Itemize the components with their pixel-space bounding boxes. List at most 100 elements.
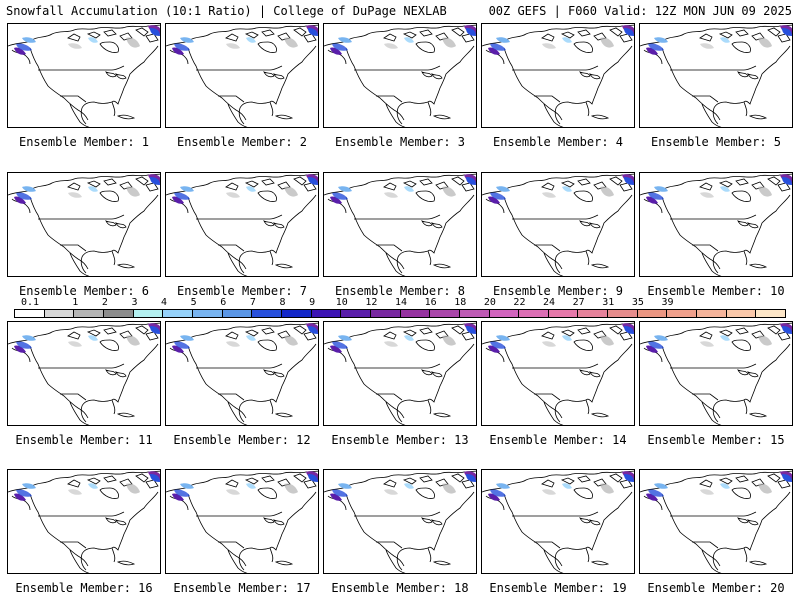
- north-america-map: [639, 321, 793, 426]
- colorbar-tick-label: 3: [131, 297, 138, 308]
- member-label: Ensemble Member: 20: [647, 581, 785, 595]
- colorbar-swatch: [697, 310, 727, 317]
- colorbar-tick-label: 0.1: [20, 297, 40, 308]
- colorbar-tick-label: 39: [661, 297, 674, 308]
- north-america-map: [165, 23, 319, 128]
- ensemble-member-panel: Ensemble Member: 15: [639, 321, 793, 447]
- north-america-map: [323, 172, 477, 277]
- colorbar-swatch: [608, 310, 638, 317]
- member-label: Ensemble Member: 17: [173, 581, 311, 595]
- colorbar-swatch: [726, 310, 757, 317]
- member-label: Ensemble Member: 4: [492, 135, 624, 149]
- member-label: Ensemble Member: 3: [334, 135, 466, 149]
- colorbar-swatch: [400, 310, 431, 317]
- colorbar-swatch: [15, 310, 45, 317]
- colorbar-tick-label: 4: [161, 297, 168, 308]
- colorbar-swatch: [133, 310, 164, 317]
- north-america-map: [165, 321, 319, 426]
- ensemble-member-panel: Ensemble Member: 13: [323, 321, 477, 447]
- north-america-map: [323, 469, 477, 574]
- north-america-map: [7, 321, 161, 426]
- colorbar-tick-label: 27: [572, 297, 585, 308]
- colorbar-tick-label: 6: [220, 297, 227, 308]
- colorbar-tick-label: 18: [454, 297, 467, 308]
- member-label: Ensemble Member: 2: [176, 135, 308, 149]
- ensemble-member-panel: Ensemble Member: 1: [7, 23, 161, 149]
- member-label: Ensemble Member: 12: [173, 433, 311, 447]
- north-america-map: [481, 469, 635, 574]
- colorbar-tick-label: 8: [279, 297, 286, 308]
- colorbar-swatch: [459, 310, 490, 317]
- colorbar-labels: 0.1 1 2 3 4 5 6 7 8 9 10 12 14 16 18 20 22 24 27 31 35 39: [14, 297, 786, 308]
- north-america-map: [323, 321, 477, 426]
- colorbar-tick-label: 31: [602, 297, 615, 308]
- colorbar-swatch: [667, 310, 698, 317]
- member-label: Ensemble Member: 16: [15, 581, 153, 595]
- ensemble-member-panel: Ensemble Member: 2: [165, 23, 319, 149]
- ensemble-member-panel: Ensemble Member: 5: [639, 23, 793, 149]
- member-label: Ensemble Member: 7: [176, 284, 308, 298]
- ensemble-member-panel: Ensemble Member: 18: [323, 469, 477, 595]
- member-label: Ensemble Member: 8: [334, 284, 466, 298]
- north-america-map: [165, 469, 319, 574]
- colorbar-tick-label: 16: [424, 297, 437, 308]
- colorbar-swatch: [548, 310, 579, 317]
- member-label: Ensemble Member: 5: [650, 135, 782, 149]
- north-america-map: [481, 172, 635, 277]
- ensemble-member-panel: Ensemble Member: 8: [323, 172, 477, 298]
- north-america-map: [639, 172, 793, 277]
- north-america-map: [7, 469, 161, 574]
- north-america-map: [7, 172, 161, 277]
- colorbar-tick-label: 22: [513, 297, 526, 308]
- colorbar-swatch: [44, 310, 75, 317]
- colorbar-swatches: [14, 309, 786, 318]
- member-label: Ensemble Member: 9: [492, 284, 624, 298]
- ensemble-member-panel: Ensemble Member: 6: [7, 172, 161, 298]
- colorbar-swatch: [74, 310, 104, 317]
- colorbar-swatch: [756, 310, 786, 317]
- colorbar-swatch: [489, 310, 520, 317]
- ensemble-member-panel: Ensemble Member: 9: [481, 172, 635, 298]
- colorbar-swatch: [103, 310, 134, 317]
- colorbar-swatch: [578, 310, 609, 317]
- colorbar: 0.1 1 2 3 4 5 6 7 8 9 10 12 14 16 18 20 22 24 27 31 35 39: [14, 297, 786, 319]
- member-label: Ensemble Member: 19: [489, 581, 627, 595]
- ensemble-member-panel: Ensemble Member: 3: [323, 23, 477, 149]
- member-label: Ensemble Member: 10: [647, 284, 785, 298]
- colorbar-tick-label: 10: [335, 297, 348, 308]
- member-label: Ensemble Member: 13: [331, 433, 469, 447]
- colorbar-tick-label: 9: [309, 297, 316, 308]
- ensemble-member-panel: Ensemble Member: 17: [165, 469, 319, 595]
- ensemble-member-panel: Ensemble Member: 7: [165, 172, 319, 298]
- colorbar-tick-label: 5: [190, 297, 197, 308]
- ensemble-member-panel: Ensemble Member: 4: [481, 23, 635, 149]
- member-label: Ensemble Member: 11: [15, 433, 153, 447]
- member-label: Ensemble Member: 14: [489, 433, 627, 447]
- ensemble-member-panel: Ensemble Member: 14: [481, 321, 635, 447]
- member-label: Ensemble Member: 15: [647, 433, 785, 447]
- colorbar-swatch: [341, 310, 371, 317]
- north-america-map: [323, 23, 477, 128]
- north-america-map: [639, 469, 793, 574]
- colorbar-tick-label: 20: [483, 297, 496, 308]
- north-america-map: [639, 23, 793, 128]
- colorbar-tick-label: 35: [631, 297, 644, 308]
- north-america-map: [7, 23, 161, 128]
- colorbar-swatch: [519, 310, 549, 317]
- ensemble-member-panel: Ensemble Member: 16: [7, 469, 161, 595]
- colorbar-tick-label: 14: [394, 297, 408, 308]
- north-america-map: [481, 23, 635, 128]
- ensemble-member-panel: Ensemble Member: 20: [639, 469, 793, 595]
- colorbar-swatch: [192, 310, 223, 317]
- colorbar-swatch: [222, 310, 253, 317]
- chart-title: Snowfall Accumulation (10:1 Ratio) | Col…: [6, 4, 447, 18]
- colorbar-tick-label: 1: [72, 297, 79, 308]
- member-label: Ensemble Member: 6: [18, 284, 150, 298]
- colorbar-swatch: [311, 310, 342, 317]
- colorbar-swatch: [430, 310, 460, 317]
- colorbar-swatch: [252, 310, 282, 317]
- colorbar-swatch: [370, 310, 401, 317]
- colorbar-swatch: [637, 310, 668, 317]
- run-valid-time: 00Z GEFS | F060 Valid: 12Z MON JUN 09 20…: [488, 4, 792, 18]
- member-label: Ensemble Member: 1: [18, 135, 150, 149]
